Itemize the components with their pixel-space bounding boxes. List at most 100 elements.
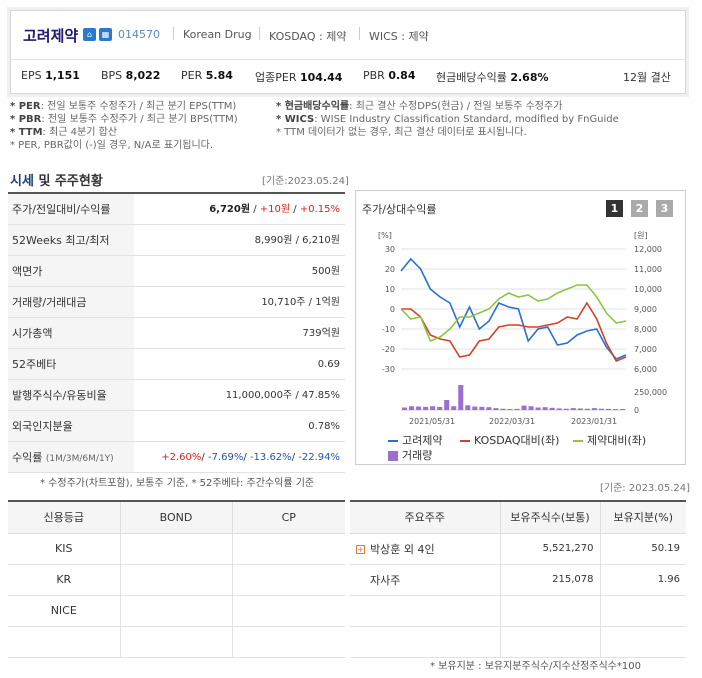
legend-swatch <box>388 451 398 461</box>
volume-bar <box>598 408 604 410</box>
volume-bar <box>500 408 506 410</box>
home-icon[interactable]: ⌂ <box>83 28 96 41</box>
row-key: 주가/전일대비/수익률 <box>8 194 134 224</box>
row-key: 52Weeks 최고/최저 <box>8 225 134 255</box>
returns-value: +2.60%/ -7.69%/ -13.62%/ -22.94% <box>161 452 340 463</box>
volume-bar <box>612 409 618 410</box>
divider <box>359 27 360 40</box>
volume-tick: 250,000 <box>634 388 667 397</box>
table-row: 주가/전일대비/수익률 6,720원 / +10원 / +0.15% <box>8 194 345 225</box>
note-wics: * WICS: WISE Industry Classification Sta… <box>276 114 619 125</box>
legend-item: KOSDAQ대비(좌) <box>460 432 559 448</box>
right-unit: [원] <box>634 231 648 240</box>
y-left-tick: 20 <box>385 265 395 274</box>
legend-swatch <box>573 440 583 442</box>
metric-pbr: PBR 0.84 <box>363 69 416 82</box>
holders-table: 주요주주 보유주식수(보통) 보유지분(%) + 박상훈 외 4인 5,521,2… <box>350 500 686 658</box>
chart-tab-3[interactable]: 3 <box>656 200 673 217</box>
left-unit: [%] <box>378 231 392 240</box>
row-value: 739억원 <box>302 328 341 339</box>
holders-footnote: * 보유지분 : 보유지분주식수/지수산정주식수*100 <box>430 661 641 672</box>
settlement-label: 12월 결산 <box>623 71 671 84</box>
y-left-tick: 0 <box>390 305 395 314</box>
row-key: 수익률 (1M/3M/6M/1Y) <box>8 442 134 472</box>
legend-swatch <box>388 440 398 442</box>
y-left-tick: 30 <box>385 245 395 254</box>
col-header: BOND <box>120 502 233 534</box>
y-right-tick: 9,000 <box>634 305 657 314</box>
note-negative: * PER, PBR값이 (-)일 경우, N/A로 표기됩니다. <box>10 140 214 151</box>
series-line-2 <box>401 301 627 363</box>
volume-bar <box>535 407 541 410</box>
metric-eps: EPS 1,151 <box>21 69 80 82</box>
holder-name: 자사주 <box>350 564 501 596</box>
row-key: 52주베타 <box>8 349 134 379</box>
row-value: 0.69 <box>317 359 340 370</box>
col-header: 신용등급 <box>8 502 121 534</box>
table-row: 발행주식수/유동비율 11,000,000주 / 47.85% <box>8 380 345 411</box>
divider <box>11 59 685 60</box>
chart-tab-1[interactable]: 1 <box>606 200 623 217</box>
volume-bar <box>542 407 548 410</box>
volume-bar <box>605 408 611 410</box>
volume-bar <box>577 408 583 410</box>
y-left-tick: 10 <box>385 285 395 294</box>
agency: KR <box>8 564 121 596</box>
series-line-1 <box>400 257 627 360</box>
volume-bar <box>528 406 534 410</box>
volume-bar <box>472 406 478 410</box>
volume-bar <box>556 408 562 410</box>
row-value: 8,990원 / 6,210원 <box>254 235 340 246</box>
metric-bps: BPS 8,022 <box>101 69 161 82</box>
chart-title: 주가/상대수익률 <box>362 203 437 216</box>
series-line-3 <box>400 284 627 343</box>
expand-icon[interactable]: + <box>356 545 365 554</box>
metric-dividend-yield: 현금배당수익률 2.68% <box>436 71 549 84</box>
note-ttm: * TTM: 최근 4분기 합산 <box>10 127 118 138</box>
holder-pct: 50.19 <box>600 533 686 565</box>
table-row: 52주베타 0.69 <box>8 349 345 380</box>
y-right-tick: 6,000 <box>634 365 657 374</box>
col-header: CP <box>232 502 345 534</box>
legend-item: 제약대비(좌) <box>573 432 646 448</box>
row-value: 6,720원 / +10원 / +0.15% <box>209 204 340 215</box>
y-left-tick: -30 <box>382 365 395 374</box>
holder-shares: 5,521,270 <box>500 533 601 565</box>
volume-tick: 0 <box>634 406 639 415</box>
col-header: 보유주식수(보통) <box>500 502 601 534</box>
volume-bar <box>507 409 513 410</box>
y-right-tick: 7,000 <box>634 345 657 354</box>
agency: NICE <box>8 595 121 627</box>
table-row: 외국인지분율 0.78% <box>8 411 345 442</box>
volume-bar <box>570 408 576 410</box>
company-header: 고려제약 ⌂ ▦ 014570 Korean Drug KOSDAQ : 제약 … <box>10 10 686 94</box>
row-key: 액면가 <box>8 256 134 286</box>
table-row: 52Weeks 최고/최저 8,990원 / 6,210원 <box>8 225 345 256</box>
section-date: [기준:2023.05.24] <box>262 176 349 187</box>
y-right-tick: 12,000 <box>634 245 662 254</box>
building-icon[interactable]: ▦ <box>99 28 112 41</box>
row-key: 발행주식수/유동비율 <box>8 380 134 410</box>
table-row: 거래량/거래대금 10,710주 / 1억원 <box>8 287 345 318</box>
wics-label: WICS : 제약 <box>369 30 429 43</box>
col-header: 주요주주 <box>350 502 501 534</box>
volume-bar <box>423 406 429 410</box>
x-tick: 2023/01/31 <box>571 417 617 426</box>
chart-tab-2[interactable]: 2 <box>631 200 648 217</box>
y-right-tick: 8,000 <box>634 325 657 334</box>
volume-bar <box>521 405 527 410</box>
divider <box>173 27 174 40</box>
table-row: + 박상훈 외 4인 5,521,270 50.19 <box>350 533 686 565</box>
volume-bar <box>563 408 569 410</box>
price-footnote: * 수정주가(차트포함), 보통주 기준, * 52주베타: 주간수익률 기준 <box>40 478 315 489</box>
volume-bar <box>437 406 443 410</box>
holders-date: [기준: 2023.05.24] <box>600 483 691 494</box>
row-value: 0.78% <box>308 421 340 432</box>
holder-name[interactable]: + 박상훈 외 4인 <box>350 533 501 565</box>
row-key: 시가총액 <box>8 318 134 348</box>
col-header: 보유지분(%) <box>600 502 686 534</box>
holder-shares: 215,078 <box>500 564 601 596</box>
volume-bar <box>479 406 485 410</box>
note-per: * PER: 전일 보통주 수정주가 / 최근 분기 EPS(TTM) <box>10 101 237 112</box>
volume-bar <box>584 408 590 410</box>
